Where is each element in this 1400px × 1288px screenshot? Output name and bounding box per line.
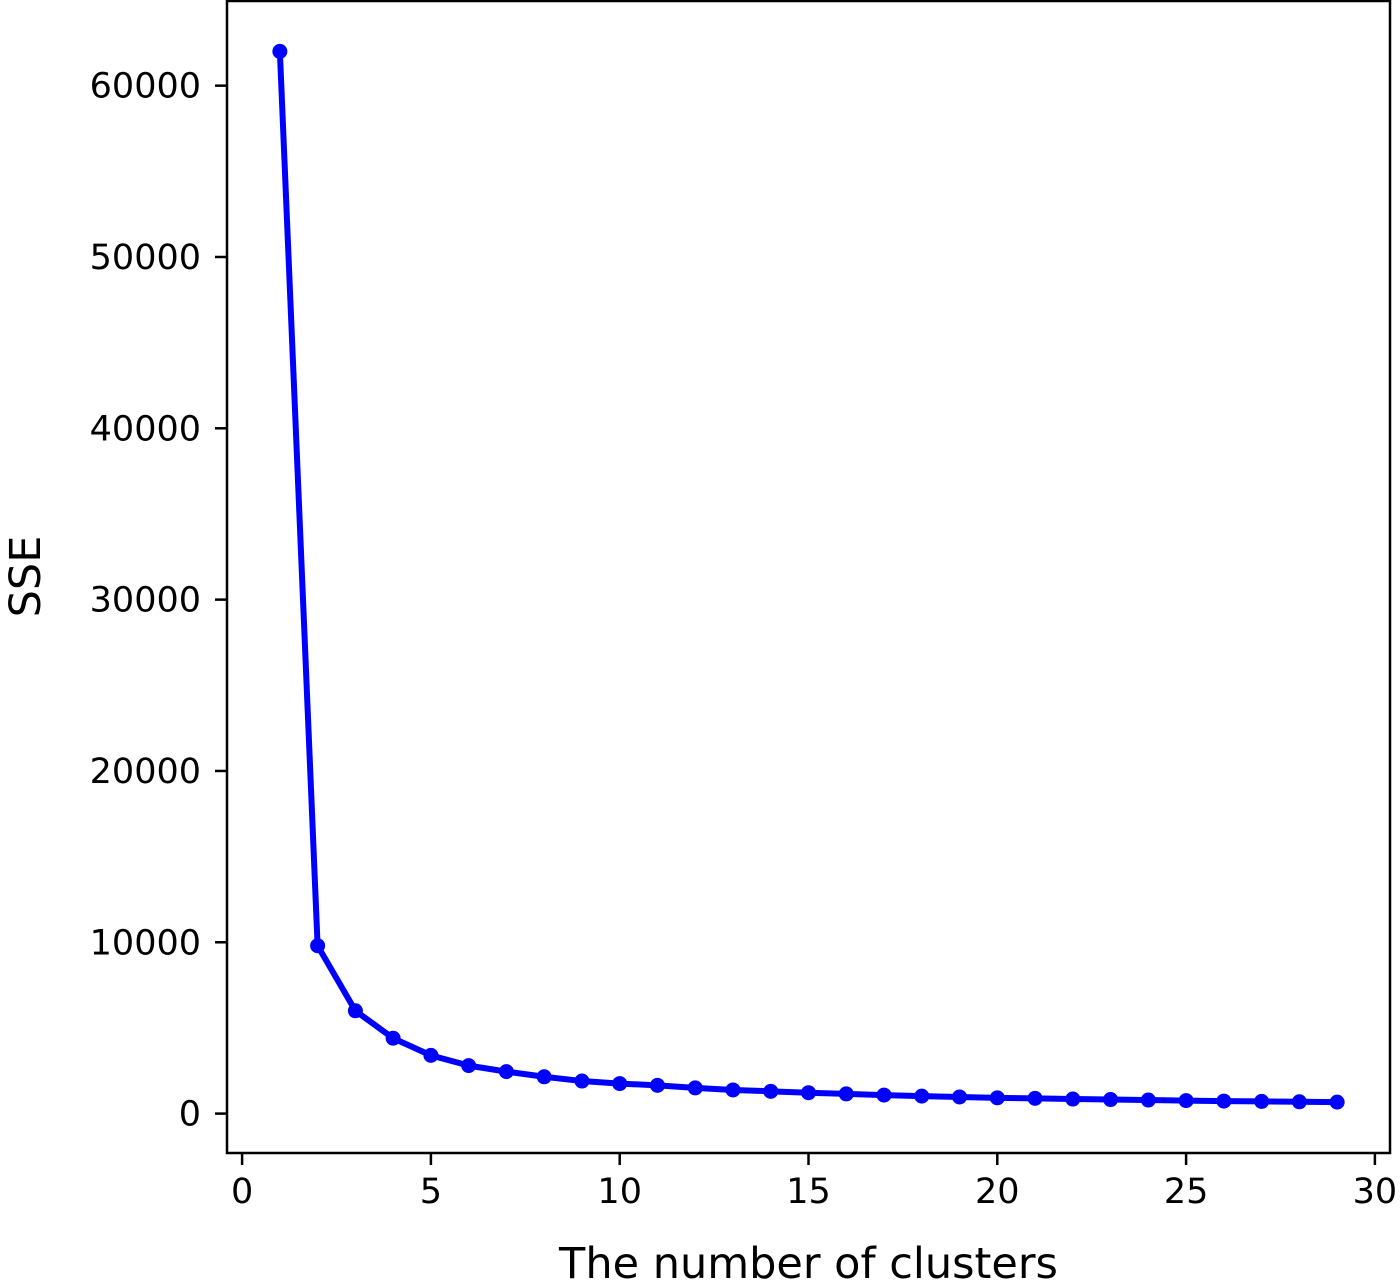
data-point: [1027, 1090, 1043, 1106]
x-tick-label: 15: [786, 1172, 831, 1212]
data-point: [838, 1086, 854, 1102]
x-tick-label: 30: [1353, 1172, 1398, 1212]
data-point: [461, 1058, 477, 1074]
data-point: [1178, 1093, 1194, 1109]
data-point: [310, 938, 326, 954]
data-point: [347, 1003, 363, 1019]
data-point: [574, 1073, 590, 1089]
data-point: [876, 1087, 892, 1103]
data-point: [536, 1069, 552, 1085]
y-axis-label: SSE: [1, 536, 51, 618]
x-tick-label: 20: [975, 1172, 1020, 1212]
plot-frame: [225, 0, 1392, 1155]
y-tick-label: 30000: [90, 581, 201, 621]
data-point: [1254, 1093, 1270, 1109]
y-tick-label: 10000: [90, 923, 201, 963]
data-point: [989, 1090, 1005, 1106]
series-layer: [272, 43, 1345, 1110]
data-point: [801, 1085, 816, 1101]
x-axis-label: The number of clusters: [558, 1239, 1058, 1288]
data-point: [423, 1047, 439, 1063]
y-tick-label: 50000: [90, 238, 201, 278]
data-point: [272, 43, 288, 59]
data-point: [612, 1076, 628, 1092]
data-point: [763, 1083, 779, 1099]
data-point: [1329, 1094, 1345, 1110]
x-tick-label: 25: [1164, 1172, 1209, 1212]
data-point: [725, 1082, 741, 1098]
data-point: [1140, 1092, 1156, 1108]
x-tick-label: 0: [231, 1172, 253, 1212]
data-point: [952, 1089, 968, 1105]
data-point: [498, 1064, 514, 1080]
y-axis-ticks: 0 10000 20000 30000 40000 50000 60000: [90, 67, 227, 1135]
y-tick-label: 40000: [90, 409, 201, 449]
y-tick-label: 60000: [90, 67, 201, 107]
data-point: [1103, 1092, 1119, 1108]
data-point: [1216, 1093, 1232, 1109]
data-point: [385, 1030, 401, 1046]
x-tick-label: 10: [597, 1172, 642, 1212]
data-point: [649, 1077, 665, 1093]
data-point: [914, 1088, 930, 1104]
y-tick-label: 0: [179, 1095, 201, 1135]
x-axis-ticks: 0 5 10 15 20 25 30: [231, 1153, 1397, 1212]
y-tick-label: 20000: [90, 752, 201, 792]
data-point: [1291, 1094, 1307, 1110]
series-line: [276, 48, 1341, 1106]
data-point: [1065, 1091, 1081, 1107]
data-point: [687, 1080, 703, 1096]
x-tick-label: 5: [420, 1172, 442, 1212]
